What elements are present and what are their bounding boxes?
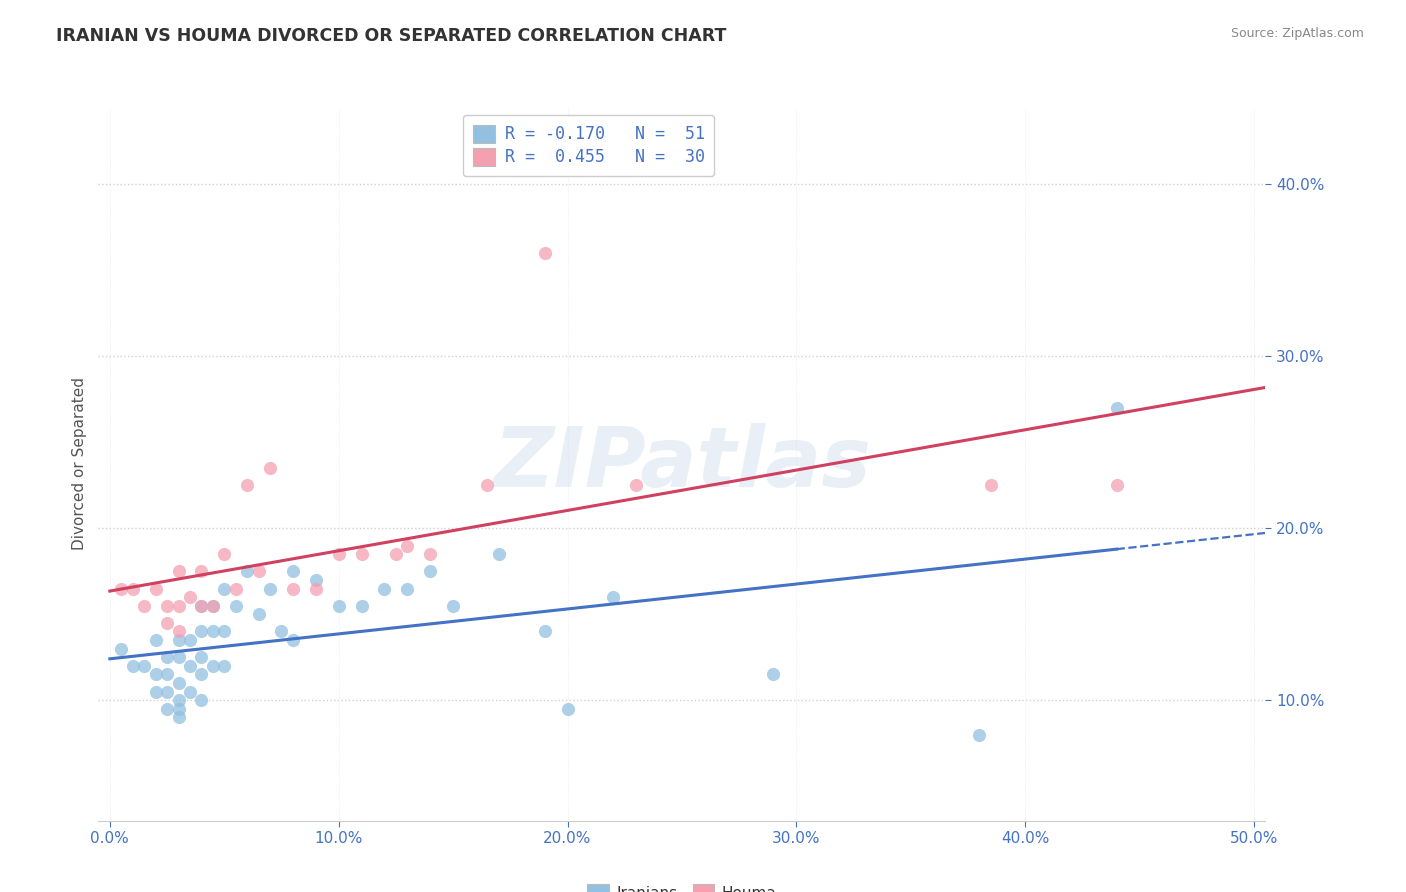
Point bbox=[167, 650, 190, 665]
Point bbox=[477, 478, 499, 492]
Point bbox=[396, 582, 419, 596]
Point bbox=[419, 547, 441, 561]
Point bbox=[281, 633, 304, 648]
Point bbox=[167, 676, 190, 690]
Point bbox=[145, 582, 167, 596]
Point bbox=[385, 547, 408, 561]
Point bbox=[247, 607, 270, 622]
Point bbox=[179, 633, 201, 648]
Point bbox=[969, 728, 991, 742]
Point bbox=[145, 633, 167, 648]
Point bbox=[214, 624, 236, 639]
Point bbox=[201, 624, 224, 639]
Point bbox=[225, 582, 247, 596]
Point bbox=[201, 599, 224, 613]
Point bbox=[225, 599, 247, 613]
Text: Source: ZipAtlas.com: Source: ZipAtlas.com bbox=[1230, 27, 1364, 40]
Point bbox=[156, 684, 179, 698]
Point bbox=[156, 667, 179, 681]
Point bbox=[328, 599, 350, 613]
Point bbox=[247, 564, 270, 578]
Point bbox=[328, 547, 350, 561]
Text: IRANIAN VS HOUMA DIVORCED OR SEPARATED CORRELATION CHART: IRANIAN VS HOUMA DIVORCED OR SEPARATED C… bbox=[56, 27, 727, 45]
Point bbox=[179, 590, 201, 604]
Point bbox=[190, 599, 212, 613]
Point bbox=[236, 478, 259, 492]
Point bbox=[190, 624, 212, 639]
Y-axis label: Divorced or Separated: Divorced or Separated bbox=[72, 377, 87, 550]
Point bbox=[214, 547, 236, 561]
Point bbox=[190, 650, 212, 665]
Point bbox=[156, 650, 179, 665]
Point bbox=[214, 659, 236, 673]
Point bbox=[190, 564, 212, 578]
Point bbox=[190, 693, 212, 707]
Point bbox=[396, 539, 419, 553]
Point bbox=[167, 624, 190, 639]
Point bbox=[350, 547, 373, 561]
Point bbox=[110, 582, 132, 596]
Point bbox=[121, 659, 143, 673]
Point bbox=[167, 599, 190, 613]
Point bbox=[281, 564, 304, 578]
Point bbox=[373, 582, 395, 596]
Point bbox=[305, 582, 328, 596]
Point bbox=[270, 624, 292, 639]
Point bbox=[167, 710, 190, 724]
Point bbox=[167, 633, 190, 648]
Point bbox=[167, 702, 190, 716]
Point bbox=[1105, 401, 1128, 415]
Point bbox=[602, 590, 624, 604]
Point bbox=[134, 659, 156, 673]
Point bbox=[533, 624, 555, 639]
Point bbox=[121, 582, 143, 596]
Legend: Iranians, Houma: Iranians, Houma bbox=[581, 879, 783, 892]
Point bbox=[350, 599, 373, 613]
Point bbox=[533, 246, 555, 260]
Point bbox=[156, 599, 179, 613]
Point bbox=[201, 599, 224, 613]
Point bbox=[281, 582, 304, 596]
Point bbox=[190, 599, 212, 613]
Point bbox=[980, 478, 1002, 492]
Point bbox=[179, 659, 201, 673]
Text: ZIPatlas: ZIPatlas bbox=[494, 424, 870, 504]
Point bbox=[167, 693, 190, 707]
Point bbox=[441, 599, 464, 613]
Point bbox=[190, 667, 212, 681]
Point bbox=[762, 667, 785, 681]
Point bbox=[488, 547, 510, 561]
Point bbox=[419, 564, 441, 578]
Point bbox=[134, 599, 156, 613]
Point bbox=[167, 564, 190, 578]
Point bbox=[259, 582, 281, 596]
Point bbox=[179, 684, 201, 698]
Point bbox=[1105, 478, 1128, 492]
Point bbox=[236, 564, 259, 578]
Point bbox=[624, 478, 647, 492]
Point bbox=[110, 641, 132, 656]
Point bbox=[557, 702, 579, 716]
Point bbox=[214, 582, 236, 596]
Point bbox=[156, 615, 179, 630]
Point bbox=[201, 659, 224, 673]
Point bbox=[145, 684, 167, 698]
Point bbox=[259, 461, 281, 475]
Point bbox=[145, 667, 167, 681]
Point bbox=[305, 573, 328, 587]
Point bbox=[156, 702, 179, 716]
